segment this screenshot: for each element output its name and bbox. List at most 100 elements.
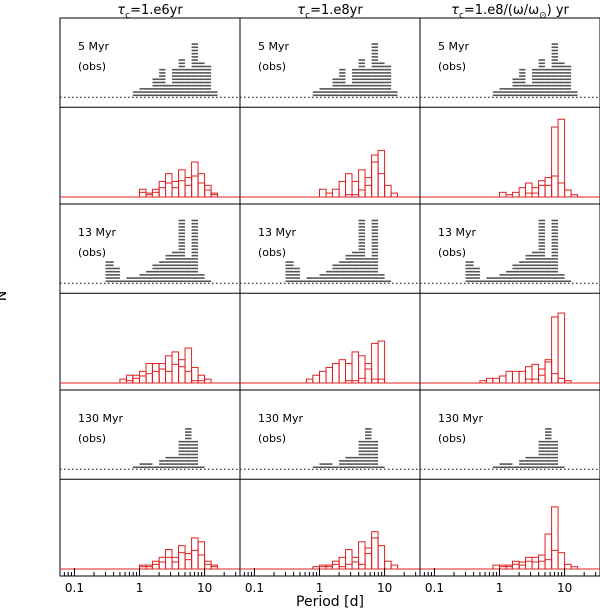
obs-bar xyxy=(545,428,552,469)
obs-bar xyxy=(198,274,205,283)
model-bar xyxy=(351,561,360,570)
obs-bar xyxy=(159,68,166,97)
obs-bar xyxy=(293,267,300,283)
obs-bar xyxy=(285,261,294,283)
obs-bar xyxy=(499,88,507,97)
model-bar xyxy=(377,545,386,570)
model-bar xyxy=(184,370,193,384)
model-bar xyxy=(557,118,566,198)
labels-layer: Period [d] N τc=1.e6yrτc=1.e8yrτc=1.e8/(… xyxy=(0,3,572,610)
obs-bar xyxy=(558,62,565,97)
obs-bar xyxy=(499,274,507,283)
obs-bar xyxy=(339,460,346,469)
obs-bar xyxy=(558,274,565,283)
model-bar xyxy=(377,340,386,384)
obs-bar xyxy=(319,463,327,469)
model-bar xyxy=(351,556,360,570)
obs-bar xyxy=(326,88,333,97)
column-title: τc=1.e6yr xyxy=(117,3,183,21)
model-bar xyxy=(139,188,147,198)
obs-bar xyxy=(525,456,533,469)
model-bar xyxy=(518,370,527,384)
obs-bar xyxy=(486,277,493,283)
obs-bar xyxy=(391,91,398,97)
model-bar xyxy=(165,173,173,198)
model-bar xyxy=(325,192,333,198)
obs-bar xyxy=(178,219,186,283)
model-bar xyxy=(145,373,153,384)
model-bar xyxy=(178,169,186,198)
column-title-rest: =1.e6yr xyxy=(130,3,183,18)
obs-bar xyxy=(113,267,120,283)
model-bar xyxy=(184,552,193,570)
obs-bar xyxy=(358,59,366,97)
model-bar xyxy=(197,554,206,570)
row-age-label: 13 Myr xyxy=(258,226,296,239)
model-bar xyxy=(204,189,212,198)
model-bar xyxy=(171,180,180,198)
model-bar xyxy=(511,370,520,384)
obs-bar xyxy=(165,254,173,283)
obs-bar xyxy=(365,428,372,469)
obs-bar xyxy=(146,270,153,283)
obs-bar xyxy=(185,428,192,469)
obs-bar xyxy=(139,88,147,97)
model-bar xyxy=(544,559,553,570)
model-bar xyxy=(184,177,193,198)
model-bar xyxy=(139,375,147,384)
model-bar xyxy=(531,378,540,384)
model-bar xyxy=(338,180,347,198)
obs-bar xyxy=(339,261,346,283)
model-bar xyxy=(390,564,399,570)
model-bar xyxy=(197,374,206,384)
model-bar xyxy=(139,370,147,384)
obs-bar xyxy=(371,43,379,97)
model-bar xyxy=(165,370,173,384)
model-bar xyxy=(158,187,167,198)
obs-bar xyxy=(378,62,385,97)
obs-bar xyxy=(139,274,147,283)
row-age-label: 13 Myr xyxy=(78,226,116,239)
x-tick-label: 10 xyxy=(377,581,392,595)
model-bar xyxy=(551,506,559,570)
model-bar xyxy=(371,154,379,198)
model-bar xyxy=(191,161,199,198)
model-bar xyxy=(125,374,134,384)
model-bar xyxy=(171,351,180,384)
model-bar xyxy=(178,366,186,384)
obs-bar xyxy=(345,254,353,283)
row-obs-label: (obs) xyxy=(78,432,106,445)
model-bar xyxy=(119,378,127,384)
model-bar xyxy=(544,361,553,384)
model-bar xyxy=(371,342,379,384)
model-bar xyxy=(171,556,180,570)
x-tick-label: 0.1 xyxy=(65,581,84,595)
obs-bar xyxy=(538,219,546,283)
model-bar xyxy=(557,182,566,198)
model-bar xyxy=(531,192,540,198)
obs-bar xyxy=(185,68,192,97)
panels-layer xyxy=(59,17,600,577)
model-bar xyxy=(171,363,180,384)
model-bar xyxy=(358,377,366,384)
model-bar xyxy=(544,184,553,198)
model-bar xyxy=(132,377,141,384)
obs-bar xyxy=(525,84,533,97)
model-bar xyxy=(364,547,373,570)
model-bar xyxy=(371,378,379,384)
model-bar xyxy=(197,182,206,198)
model-bar xyxy=(384,560,392,570)
column-title-sub: c xyxy=(305,11,310,21)
column-title-sub: c xyxy=(125,11,130,21)
obs-bar xyxy=(473,267,480,283)
model-bar xyxy=(325,366,333,384)
model-bar xyxy=(511,563,520,570)
model-bar xyxy=(331,563,340,570)
model-bar xyxy=(178,359,186,384)
obs-bar xyxy=(532,68,539,97)
model-bar xyxy=(171,187,180,198)
obs-bar xyxy=(185,258,192,283)
model-bar xyxy=(158,363,167,384)
obs-bar xyxy=(365,68,372,97)
model-bar xyxy=(178,180,186,198)
